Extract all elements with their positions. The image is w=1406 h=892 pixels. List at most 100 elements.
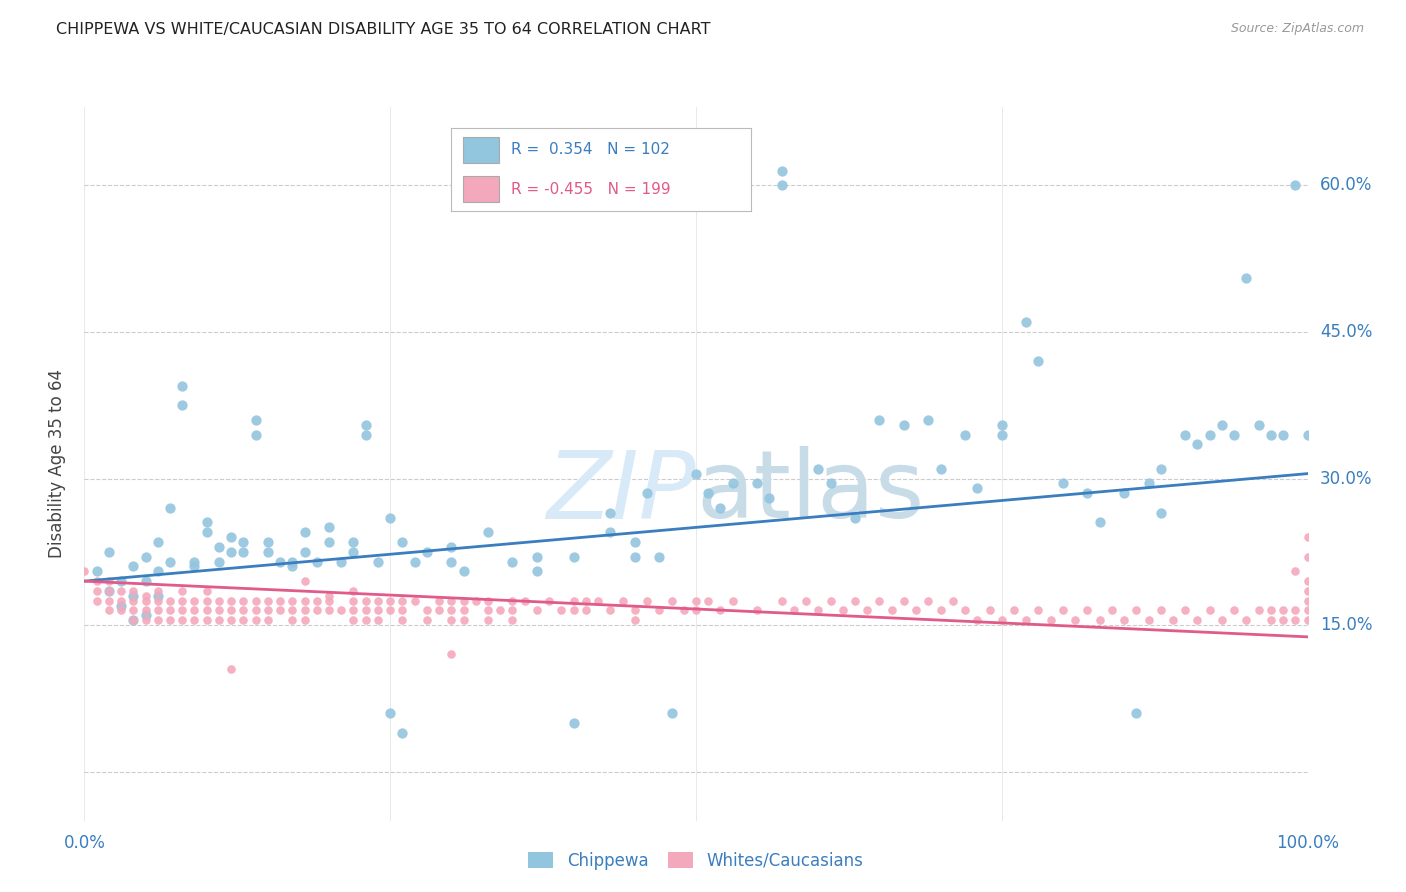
Point (893, 417, 915, 432)
Point (1187, 613, 1209, 627)
Point (501, 555, 523, 569)
Point (856, 603, 879, 617)
Point (391, 603, 413, 617)
Point (1015, 613, 1038, 627)
Point (354, 417, 377, 432)
Point (1002, 603, 1025, 617)
Point (501, 593, 523, 607)
Point (1260, 427, 1282, 442)
Point (1174, 427, 1197, 442)
Point (501, 603, 523, 617)
Point (135, 593, 157, 607)
Point (869, 413, 891, 427)
Text: R =  0.354   N = 102: R = 0.354 N = 102 (512, 143, 671, 157)
Point (195, 516, 218, 530)
Point (245, 593, 267, 607)
Point (391, 535, 413, 549)
Point (440, 603, 463, 617)
Point (893, 593, 915, 607)
Point (929, 461, 952, 475)
Point (1272, 603, 1295, 617)
Point (1247, 417, 1270, 432)
Point (1284, 613, 1306, 627)
Text: CHIPPEWA VS WHITE/CAUCASIAN DISABILITY AGE 35 TO 64 CORRELATION CHART: CHIPPEWA VS WHITE/CAUCASIAN DISABILITY A… (56, 22, 711, 37)
Point (135, 549, 157, 564)
Point (685, 593, 707, 607)
Point (232, 535, 254, 549)
Point (146, 603, 169, 617)
Point (1272, 613, 1295, 627)
Point (97, 583, 120, 598)
Point (183, 603, 205, 617)
Bar (464, 176, 499, 202)
Point (146, 583, 169, 598)
Point (1296, 583, 1319, 598)
Point (342, 583, 364, 598)
Point (1150, 506, 1173, 520)
Point (86, 593, 108, 607)
Point (245, 413, 267, 427)
Point (709, 603, 731, 617)
Point (86, 565, 108, 579)
Point (318, 535, 340, 549)
Point (342, 593, 364, 607)
Point (1052, 603, 1074, 617)
Point (135, 613, 157, 627)
Point (1247, 603, 1270, 617)
Point (122, 613, 145, 627)
Point (586, 593, 609, 607)
Point (953, 603, 976, 617)
Text: 15.0%: 15.0% (1320, 616, 1372, 634)
Point (380, 706, 402, 720)
Point (526, 549, 548, 564)
Point (208, 540, 231, 554)
Point (380, 510, 402, 524)
Point (624, 535, 647, 549)
Point (990, 417, 1012, 432)
Point (219, 545, 242, 559)
Point (820, 593, 842, 607)
Point (794, 593, 817, 607)
Point (697, 486, 720, 500)
Point (146, 593, 169, 607)
Point (758, 491, 780, 505)
Point (97, 603, 120, 617)
Point (208, 613, 231, 627)
Point (1088, 516, 1111, 530)
Point (672, 603, 695, 617)
Point (807, 603, 830, 617)
Point (86, 583, 108, 598)
Point (1150, 461, 1173, 475)
Point (1187, 437, 1209, 451)
Point (427, 593, 450, 607)
Point (73, 565, 96, 579)
Point (281, 603, 304, 617)
Point (1296, 593, 1319, 607)
Point (232, 613, 254, 627)
Point (624, 603, 647, 617)
Point (575, 603, 598, 617)
Point (770, 593, 793, 607)
Point (208, 593, 231, 607)
Point (232, 593, 254, 607)
Point (305, 555, 328, 569)
Point (318, 593, 340, 607)
Point (1211, 417, 1233, 432)
Text: 45.0%: 45.0% (1320, 323, 1372, 341)
Point (97, 545, 120, 559)
Point (1150, 603, 1173, 617)
Point (146, 589, 169, 603)
Point (477, 613, 499, 627)
Point (820, 476, 842, 491)
Point (661, 593, 683, 607)
Point (747, 603, 769, 617)
Point (159, 603, 181, 617)
Point (1161, 613, 1184, 627)
Point (146, 613, 169, 627)
Point (159, 593, 181, 607)
Point (501, 613, 523, 627)
Point (159, 500, 181, 515)
Point (1272, 427, 1295, 442)
Point (453, 593, 475, 607)
Point (1028, 354, 1050, 368)
